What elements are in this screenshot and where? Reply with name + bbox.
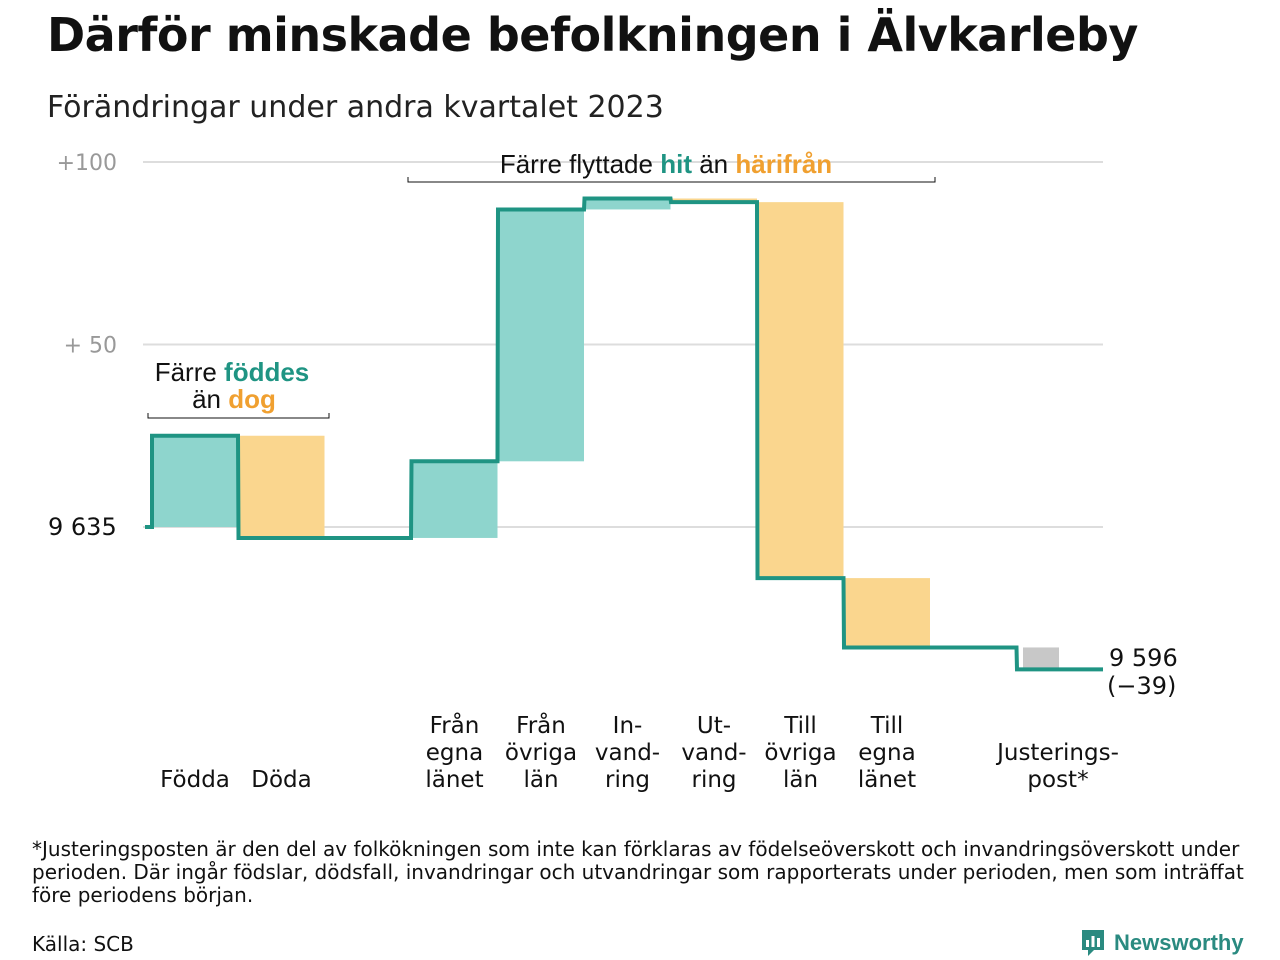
migration-annotation-prefix: Färre flyttade — [500, 149, 660, 179]
svg-text:Färre föddes: Färre föddes — [155, 357, 310, 387]
start-value-label: 9 635 — [48, 513, 117, 541]
waterfall-bar — [584, 198, 671, 210]
newsworthy-logo: Newsworthy — [1080, 928, 1244, 958]
y-tick-label: + 50 — [64, 334, 117, 359]
category-label: länet — [425, 767, 483, 793]
category-label: Justerings- — [995, 740, 1119, 766]
category-label: Från — [430, 711, 480, 739]
category-label: egna — [426, 740, 483, 766]
category-label: övriga — [764, 740, 836, 766]
migration-annotation-bracket — [407, 177, 936, 183]
category-label: ring — [605, 767, 650, 793]
category-label: Döda — [251, 767, 311, 793]
waterfall-bar — [411, 461, 498, 538]
deaths-annotation-prefix: än — [192, 384, 228, 414]
births-annotation-highlight: föddes — [224, 357, 309, 387]
waterfall-bar — [844, 578, 930, 648]
category-label: egna — [858, 740, 915, 766]
svg-text:Färre flyttade hit än härifrån: Färre flyttade hit än härifrån — [500, 149, 832, 179]
migration-annotation-middle: än — [692, 149, 735, 179]
deaths-annotation-highlight: dog — [228, 384, 276, 414]
line-layer — [145, 196, 1103, 672]
waterfall-bar — [757, 202, 844, 579]
svg-text:än dog: än dog — [192, 384, 276, 414]
newsworthy-logo-text: Newsworthy — [1114, 930, 1244, 955]
category-label: vand- — [681, 740, 746, 766]
end-value-label: 9 596 — [1109, 644, 1178, 672]
category-label: Från — [516, 711, 566, 739]
category-label: Till — [783, 713, 817, 739]
newsworthy-logo-icon — [1082, 930, 1104, 956]
cumulative-step-line — [145, 196, 1103, 672]
footnote: *Justeringsposten är den del av folkökni… — [32, 837, 1244, 907]
chart-subtitle: Förändringar under andra kvartalet 2023 — [47, 90, 664, 125]
waterfall-bar — [498, 209, 584, 462]
category-label: post* — [1027, 767, 1088, 793]
category-label: Ut- — [697, 713, 731, 739]
category-label: övriga — [505, 740, 577, 766]
births-annotation: Färre föddes än dog — [147, 357, 330, 419]
migration-annotation-hit: hit — [660, 149, 692, 179]
source-label: Källa: SCB — [32, 932, 134, 956]
category-label: ring — [691, 767, 736, 793]
category-label: län — [783, 767, 818, 793]
waterfall-bar — [238, 435, 325, 538]
category-label: län — [523, 767, 558, 793]
end-change-label: (−39) — [1107, 672, 1176, 700]
category-label: vand- — [595, 740, 660, 766]
births-annotation-bracket — [147, 413, 330, 419]
y-tick-label: +100 — [57, 151, 117, 176]
migration-annotation: Färre flyttade hit än härifrån — [407, 149, 936, 183]
waterfall-bar — [1023, 647, 1059, 670]
waterfall-bar — [152, 435, 238, 527]
migration-annotation-harifran: härifrån — [735, 149, 832, 179]
bars-layer — [152, 198, 1059, 670]
category-label: Födda — [160, 767, 230, 793]
category-label: länet — [858, 767, 916, 793]
chart-title: Därför minskade befolkningen i Älvkarleb… — [47, 8, 1138, 62]
births-annotation-prefix: Färre — [155, 357, 224, 387]
category-label: In- — [613, 713, 643, 739]
category-label: Till — [870, 713, 904, 739]
